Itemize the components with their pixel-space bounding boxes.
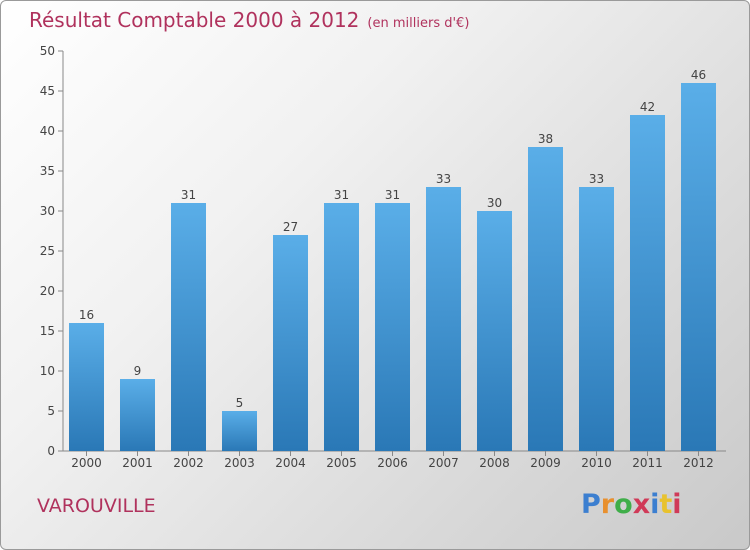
bar-2012 <box>681 83 716 451</box>
y-tick-label: 30 <box>40 204 55 218</box>
bar-2001 <box>120 379 155 451</box>
y-tick-label: 50 <box>40 44 55 58</box>
bar-2010 <box>579 187 614 451</box>
y-tick-label: 20 <box>40 284 55 298</box>
x-tick-label-2004: 2004 <box>275 456 306 470</box>
value-label-2005: 31 <box>334 188 349 202</box>
value-label-2012: 46 <box>691 68 706 82</box>
value-label-2001: 9 <box>134 364 142 378</box>
value-label-2006: 31 <box>385 188 400 202</box>
x-tick-label-2011: 2011 <box>632 456 663 470</box>
value-label-2000: 16 <box>79 308 94 322</box>
x-tick-label-2005: 2005 <box>326 456 357 470</box>
bar-2005 <box>324 203 359 451</box>
proxiti-logo: Proxiti <box>581 489 682 520</box>
chart-title: Résultat Comptable 2000 à 2012 (en millie… <box>29 8 470 32</box>
y-tick-label: 40 <box>40 124 55 138</box>
x-tick-label-2010: 2010 <box>581 456 612 470</box>
bar-2011 <box>630 115 665 451</box>
bar-2006 <box>375 203 410 451</box>
chart-subtitle: (en milliers d'€) <box>367 16 470 31</box>
value-label-2010: 33 <box>589 172 604 186</box>
y-tick-label: 5 <box>47 404 55 418</box>
bar-chart: 0 5 10 15 20 25 30 35 40 45 50 16 2000 9 2001 31 2002 5 2… <box>40 44 726 470</box>
bar-2003 <box>222 411 257 451</box>
value-label-2004: 27 <box>283 220 298 234</box>
y-tick-label: 15 <box>40 324 55 338</box>
value-label-2009: 38 <box>538 132 553 146</box>
x-tick-label-2009: 2009 <box>530 456 561 470</box>
y-tick-label: 45 <box>40 84 55 98</box>
y-tick-label: 25 <box>40 244 55 258</box>
x-tick-label-2003: 2003 <box>224 456 255 470</box>
bar-2008 <box>477 211 512 451</box>
bar-2004 <box>273 235 308 451</box>
y-tick-label: 10 <box>40 364 55 378</box>
bar-2009 <box>528 147 563 451</box>
y-tick-label: 35 <box>40 164 55 178</box>
x-tick-label-2000: 2000 <box>71 456 102 470</box>
x-tick-label-2002: 2002 <box>173 456 204 470</box>
bar-2002 <box>171 203 206 451</box>
x-tick-label-2012: 2012 <box>683 456 714 470</box>
x-tick-label-2001: 2001 <box>122 456 153 470</box>
value-label-2002: 31 <box>181 188 196 202</box>
y-tick-label: 0 <box>47 444 55 458</box>
value-label-2007: 33 <box>436 172 451 186</box>
x-tick-label-2008: 2008 <box>479 456 510 470</box>
bar-2007 <box>426 187 461 451</box>
value-label-2003: 5 <box>236 396 244 410</box>
value-label-2008: 30 <box>487 196 502 210</box>
x-tick-label-2007: 2007 <box>428 456 459 470</box>
x-tick-label-2006: 2006 <box>377 456 408 470</box>
value-label-2011: 42 <box>640 100 655 114</box>
place-name: VAROUVILLE <box>37 495 156 517</box>
bar-2000 <box>69 323 104 451</box>
